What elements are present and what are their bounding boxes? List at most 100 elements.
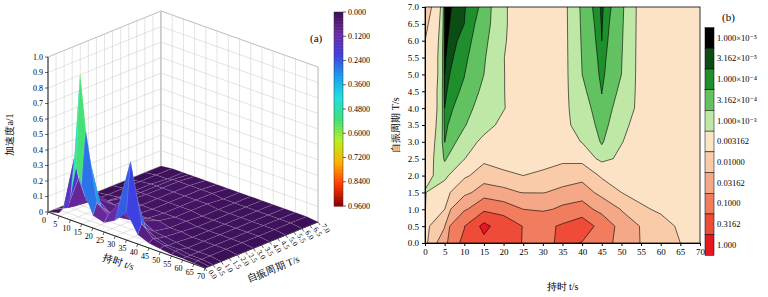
colorbar-swatch (334, 173, 343, 177)
x-tick-label: 60 (657, 247, 667, 257)
colorbar-b: 1.000×10⁻⁵3.162×10⁻⁵1.000×10⁻⁴3.162×10⁻⁴… (705, 28, 757, 256)
contour-band (460, 211, 595, 243)
y-tick-label: 1.0 (408, 205, 420, 215)
y-grid-line (121, 27, 278, 238)
y-tick: 1.5 (408, 188, 425, 198)
colorbar-box (705, 214, 714, 235)
colorbar-swatch (334, 164, 343, 168)
colorbar-swatch (334, 112, 343, 116)
z-tick (45, 134, 48, 135)
colorbar-swatch (334, 88, 343, 92)
y-grid-line (161, 11, 318, 222)
colorbar-frame (334, 12, 343, 206)
x-grid-line (104, 31, 217, 232)
z-axis-title: 加速度a/1 (4, 113, 15, 155)
contours (425, 7, 700, 243)
colorbar-swatch (334, 64, 343, 68)
x-tick (137, 244, 138, 247)
colorbar-swatch (334, 45, 343, 49)
x-tick: 65 (676, 243, 686, 257)
y-tick-label: 2.5 (408, 154, 420, 164)
y-tick (262, 245, 264, 248)
x-tick (148, 248, 149, 251)
x-tick-label: 45 (141, 252, 149, 261)
colorbar-swatch (334, 33, 343, 37)
colorbar-tick (343, 181, 346, 182)
x-tick-mark (602, 243, 603, 246)
colorbar-swatch (334, 12, 343, 16)
z-tick-label: 0.8 (33, 84, 43, 93)
z-tick (45, 212, 48, 213)
grid (48, 11, 318, 268)
y-grid-line (80, 44, 237, 255)
x-tick (170, 256, 171, 259)
y-tick: 5.0 (408, 70, 425, 80)
x-tick-label: 65 (186, 268, 194, 277)
x-tick (103, 232, 104, 235)
x-axis-line (426, 244, 701, 247)
colorbar-tick-label: 0.01000 (717, 157, 745, 167)
z-tick-label: 1.0 (33, 53, 43, 62)
colorbar-swatch (334, 148, 343, 152)
x-grid-line (59, 15, 172, 216)
colorbar-tick (343, 206, 346, 207)
x-tick-label: 70 (197, 272, 205, 281)
panel-label: (b) (722, 11, 735, 24)
y-axis-line (205, 222, 318, 268)
colorbar-tick-label: 0.1200 (348, 32, 370, 41)
x-tick (204, 268, 205, 271)
contour-band (480, 223, 491, 235)
z-tick (45, 150, 48, 151)
axes-a (48, 57, 318, 268)
colorbar-swatch (334, 106, 343, 110)
y-tick-label: 3.0 (408, 137, 420, 147)
x-tick-label: 10 (460, 247, 470, 257)
contour-band (425, 7, 700, 243)
colorbar-swatch (334, 170, 343, 174)
colorbar-tick-label: 0.3162 (717, 219, 740, 229)
z-tick (45, 88, 48, 89)
x-tick-mark (680, 243, 681, 246)
x-axis: 0510152025303540455055606570 (423, 243, 705, 257)
x-tick: 5 (443, 243, 448, 257)
colorbar-swatch (334, 54, 343, 58)
colorbar-swatch (334, 182, 343, 186)
z-tick-label: 0.4 (33, 146, 43, 155)
contour-band (425, 7, 700, 243)
colorbar-swatch (334, 142, 343, 146)
x-tick-label: 20 (500, 247, 510, 257)
colorbar-a: 0.0000.12000.24000.36000.48000.60000.720… (334, 8, 370, 211)
colorbar-swatch (334, 24, 343, 28)
y-tick: 3.5 (408, 120, 425, 130)
y-tick-mark (422, 226, 425, 227)
z-tick-label: 0.9 (33, 68, 43, 77)
y-axis-title: 自振周期 T/s (246, 253, 301, 284)
colorbar-box (705, 173, 714, 194)
colorbar-box (705, 235, 714, 256)
colorbar-swatch (334, 161, 343, 165)
colorbar-box (705, 193, 714, 214)
colorbar-box (705, 48, 714, 69)
panel-b: 05101520253035404550556065700.00.51.01.5… (390, 0, 757, 292)
x-tick-mark (484, 243, 485, 246)
colorbar-tick-label: 3.162×10⁻⁴ (717, 95, 757, 105)
x-tick: 25 (519, 243, 529, 257)
y-tick-mark (422, 142, 425, 143)
colorbar-tick-label: 1.000×10⁻⁵ (717, 33, 757, 43)
colorbar-swatch (334, 79, 343, 83)
colorbar-swatch (334, 27, 343, 31)
colorbar-tick (343, 36, 346, 37)
x-tick-label: 25 (519, 247, 529, 257)
colorbar-tick (343, 84, 346, 85)
z-tick-label: 0.3 (33, 161, 43, 170)
colorbar-tick (343, 109, 346, 110)
colorbar-swatch (334, 130, 343, 134)
surface-cell (138, 224, 153, 244)
colorbar-swatch (334, 118, 343, 122)
x-grid-line (70, 19, 183, 220)
y-tick: 0.0 (408, 238, 425, 248)
x-tick-label: 45 (598, 247, 608, 257)
colorbar-swatch (334, 145, 343, 149)
colorbar-swatch (334, 39, 343, 43)
y-tick-mark (422, 74, 425, 75)
